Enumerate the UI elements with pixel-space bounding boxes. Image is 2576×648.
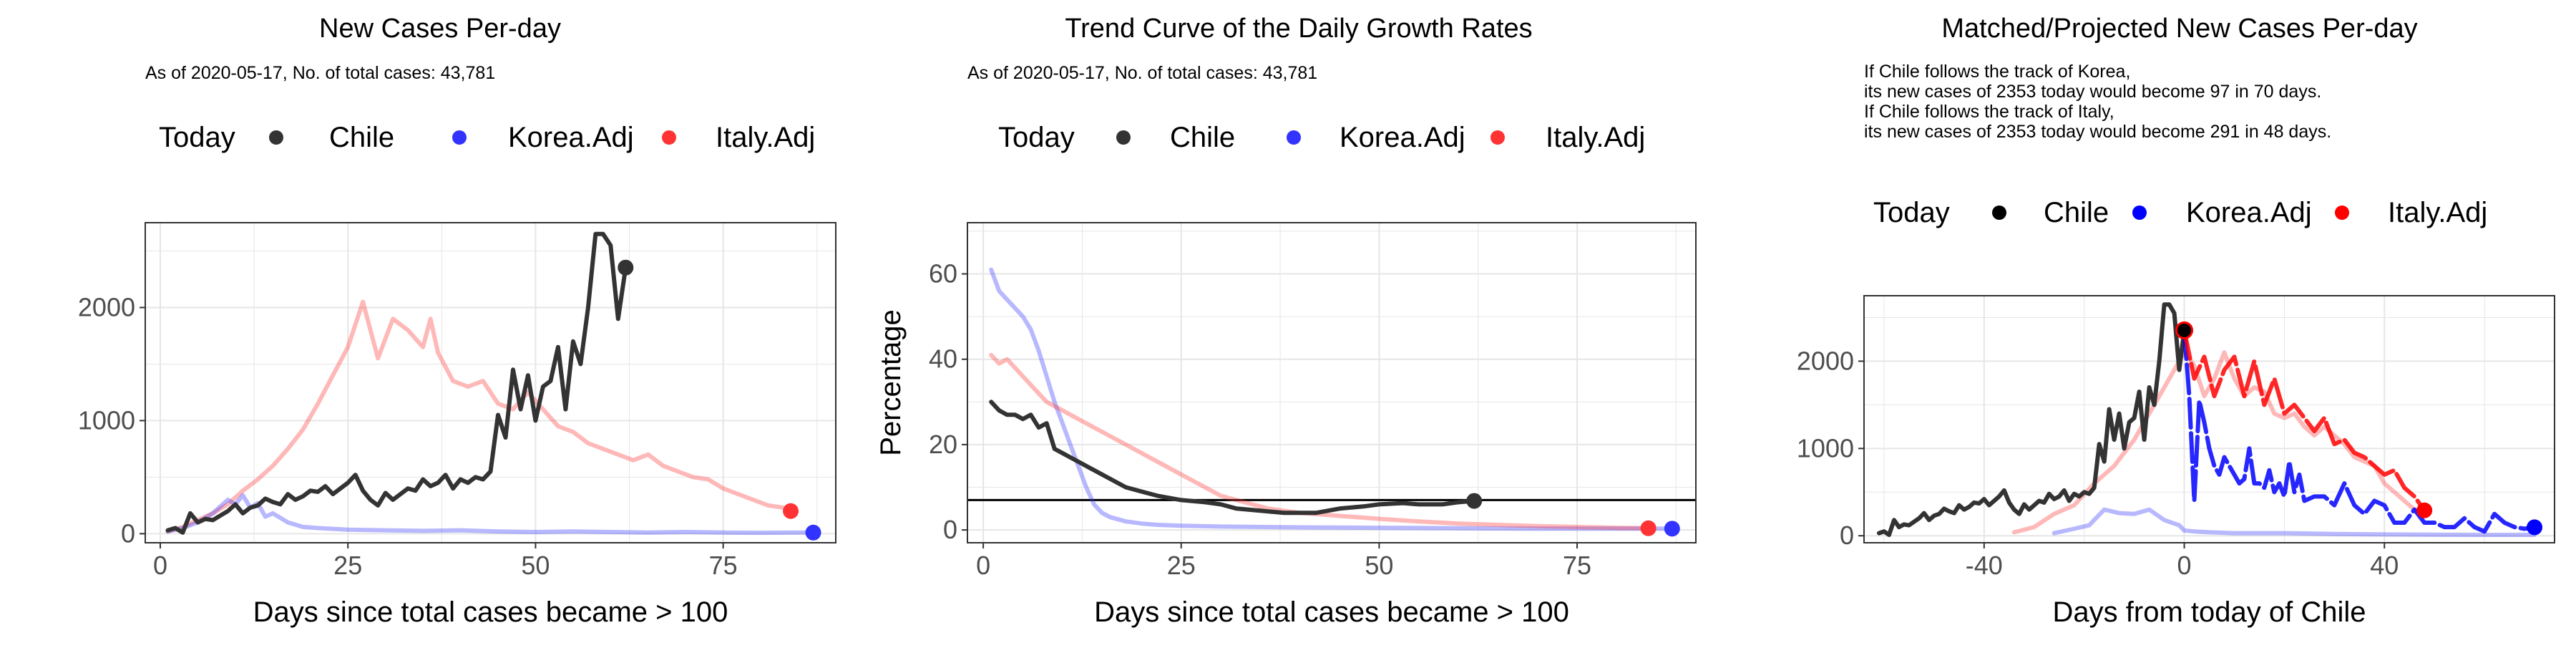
x-axis-title: Days since total cases became > 100 (1094, 596, 1569, 628)
today-point-korea-adj (1664, 521, 1680, 537)
x-tick-label: 25 (333, 551, 362, 580)
legend-swatch-chile (1116, 130, 1131, 145)
y-tick-label: 40 (929, 344, 957, 374)
plot-area (1863, 295, 2555, 543)
chart-subtitle: If Chile follows the track of Italy, (1864, 102, 2114, 122)
x-tick-label: 25 (1167, 551, 1196, 580)
chart-subtitle: As of 2020-05-17, No. of total cases: 43… (145, 63, 495, 83)
legend-label-italy-adj: Italy.Adj (2388, 197, 2487, 228)
series-line-chile (165, 231, 628, 535)
axes: 0 25 50 75 0 20 40 60 Days since total cases bec… (875, 259, 1591, 628)
legend-label-italy-adj: Italy.Adj (716, 122, 815, 153)
chart-subtitle: its new cases of 2353 today would become… (1864, 122, 2331, 142)
y-tick-label: 2000 (1797, 346, 1854, 375)
series-line-italy-adj (165, 299, 786, 534)
legend-label-italy-adj: Italy.Adj (1546, 122, 1645, 153)
today-point-italy-adj (1640, 520, 1657, 536)
panel-3: Matched/Projected New Cases Per-day If Ch… (1797, 14, 2555, 628)
series-line-chile (989, 400, 1477, 516)
y-tick-label: 2000 (78, 292, 135, 321)
panel-2: Trend Curve of the Daily Growth Rates As … (875, 14, 1697, 628)
plot-area (145, 222, 836, 543)
chart-title: Matched/Projected New Cases Per-day (1941, 14, 2417, 44)
series-line-italy-adj-projected (2182, 328, 2427, 513)
today-point-italy-adj (2416, 502, 2433, 518)
x-tick-label: 50 (1365, 551, 1393, 580)
axes: -40 0 40 0 1000 2000 Days from today of Chile (1797, 346, 2399, 628)
y-tick-label: 0 (121, 518, 135, 548)
today-point-italy-adj (783, 503, 799, 519)
chart-subtitle: its new cases of 2353 today would become… (1864, 82, 2321, 102)
panel-1: New Cases Per-day As of 2020-05-17, No. o… (78, 14, 836, 628)
legend-swatch-italy-adj (2335, 205, 2349, 220)
x-axis-title: Days since total cases became > 100 (253, 596, 728, 628)
legend-swatch-korea-adj (1287, 130, 1301, 145)
y-tick-label: 1000 (78, 405, 135, 435)
series-line-korea-adj (989, 267, 1674, 531)
legend-swatch-korea-adj (452, 130, 467, 145)
series-line-korea-adj (165, 493, 816, 536)
x-tick-label: 75 (1563, 551, 1591, 580)
legend-swatch-chile (1992, 205, 2006, 220)
series-line-korea-adj-matched (2051, 507, 2537, 537)
gridlines (967, 223, 1696, 543)
today-point-chile (1466, 493, 1483, 509)
x-tick-label: -40 (1966, 551, 2003, 580)
legend-label-today: Today (159, 122, 235, 153)
x-tick-label: 50 (521, 551, 550, 580)
series-line-italy-adj-matched (2011, 350, 2427, 535)
legend-swatch-italy-adj (1491, 130, 1505, 145)
y-tick-label: 60 (929, 259, 957, 289)
series-line-chile (1877, 302, 2187, 537)
chart-subtitle: If Chile follows the track of Korea, (1864, 62, 2130, 82)
legend: Today Chile Korea.Adj Italy.Adj (1873, 197, 2487, 228)
legend-label-today: Today (998, 122, 1075, 153)
x-axis-title: Days from today of Chile (2053, 596, 2366, 628)
chart-subtitle: As of 2020-05-17, No. of total cases: 43… (967, 63, 1317, 83)
y-tick-label: 20 (929, 430, 957, 459)
plot-border (145, 222, 836, 543)
today-point-korea-adj (805, 524, 821, 541)
plot-border (1863, 295, 2555, 543)
x-tick-label: 40 (2370, 551, 2399, 580)
y-tick-label: 0 (943, 515, 957, 544)
legend-label-today: Today (1873, 197, 1950, 228)
x-tick-label: 0 (976, 551, 990, 580)
y-tick-label: 0 (1840, 521, 1854, 550)
legend: Today Chile Korea.Adj Italy.Adj (998, 122, 1645, 153)
legend-label-korea-adj: Korea.Adj (2186, 197, 2312, 228)
chart-title: Trend Curve of the Daily Growth Rates (1065, 14, 1532, 44)
today-point-chile (2175, 321, 2194, 339)
legend-swatch-korea-adj (2132, 205, 2147, 220)
series-line-italy-adj (989, 352, 1651, 531)
legend-label-korea-adj: Korea.Adj (1340, 122, 1465, 153)
x-tick-label: 75 (709, 551, 738, 580)
x-tick-label: 0 (2177, 551, 2192, 580)
y-tick-label: 1000 (1797, 433, 1854, 463)
plot-background (145, 223, 836, 543)
x-tick-label: 0 (153, 551, 167, 580)
legend-swatch-italy-adj (662, 130, 676, 145)
chart-title: New Cases Per-day (319, 14, 561, 44)
today-point-chile (618, 259, 634, 276)
plot-background (967, 223, 1696, 543)
series-line-korea-adj-projected (2182, 328, 2537, 534)
legend: Today Chile Korea.Adj Italy.Adj (159, 122, 815, 153)
plot-area (967, 222, 1697, 543)
axes: 0 25 50 75 0 1000 2000 Days since total cases b… (78, 292, 738, 628)
gridlines (145, 223, 836, 543)
legend-label-chile: Chile (329, 122, 394, 153)
legend-label-chile: Chile (2044, 197, 2109, 228)
legend-label-chile: Chile (1170, 122, 1235, 153)
plot-border (967, 222, 1697, 543)
y-axis-title: Percentage (875, 309, 907, 456)
legend-swatch-chile (269, 130, 283, 145)
today-point-korea-adj (2527, 519, 2543, 536)
legend-label-korea-adj: Korea.Adj (508, 122, 634, 153)
